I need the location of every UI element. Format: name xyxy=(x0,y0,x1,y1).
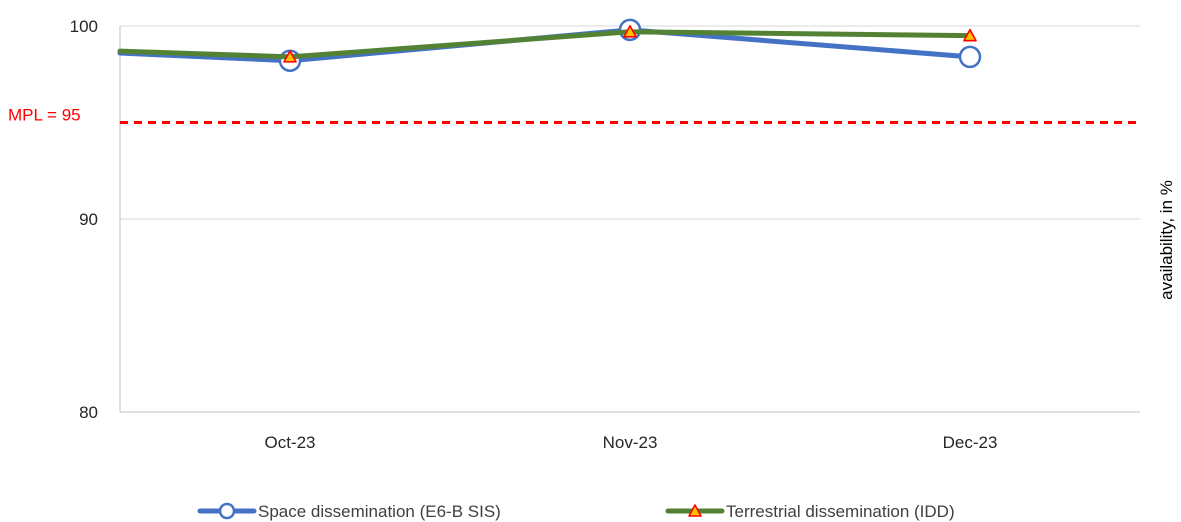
x-tick-label: Dec-23 xyxy=(943,433,998,452)
legend-marker-circle xyxy=(218,502,236,520)
x-tick-label: Nov-23 xyxy=(603,433,658,452)
series-line xyxy=(117,29,973,60)
data-point-circle xyxy=(958,45,982,69)
series-2 xyxy=(117,24,977,63)
legend-item-2: Terrestrial dissemination (IDD) xyxy=(665,502,955,521)
data-point-triangle xyxy=(963,28,977,42)
series-1 xyxy=(117,18,982,72)
x-tick-labels: Oct-23 Nov-23 Dec-23 xyxy=(264,433,997,452)
legend-item-1: Space dissemination (E6-B SIS) xyxy=(197,502,501,521)
data-point-triangle xyxy=(623,24,637,38)
legend-label: Space dissemination (E6-B SIS) xyxy=(258,502,501,521)
data-point-triangle xyxy=(283,50,297,63)
y-tick-labels: 80 90 100 xyxy=(70,17,98,422)
legend-marker-triangle xyxy=(688,504,702,517)
threshold-line-group: MPL = 95 xyxy=(8,106,1140,125)
legend: Space dissemination (E6-B SIS) Terrestria… xyxy=(197,502,955,521)
legend-label: Terrestrial dissemination (IDD) xyxy=(726,502,955,521)
y-axis-title: availability, in % xyxy=(1157,180,1176,300)
mpl-threshold-label: MPL = 95 xyxy=(8,106,81,125)
y-tick-label: 90 xyxy=(79,210,98,229)
x-tick-label: Oct-23 xyxy=(264,433,315,452)
series-group xyxy=(117,18,982,72)
axes xyxy=(119,26,1140,413)
y-tick-label: 80 xyxy=(79,403,98,422)
y-tick-label: 100 xyxy=(70,17,98,36)
